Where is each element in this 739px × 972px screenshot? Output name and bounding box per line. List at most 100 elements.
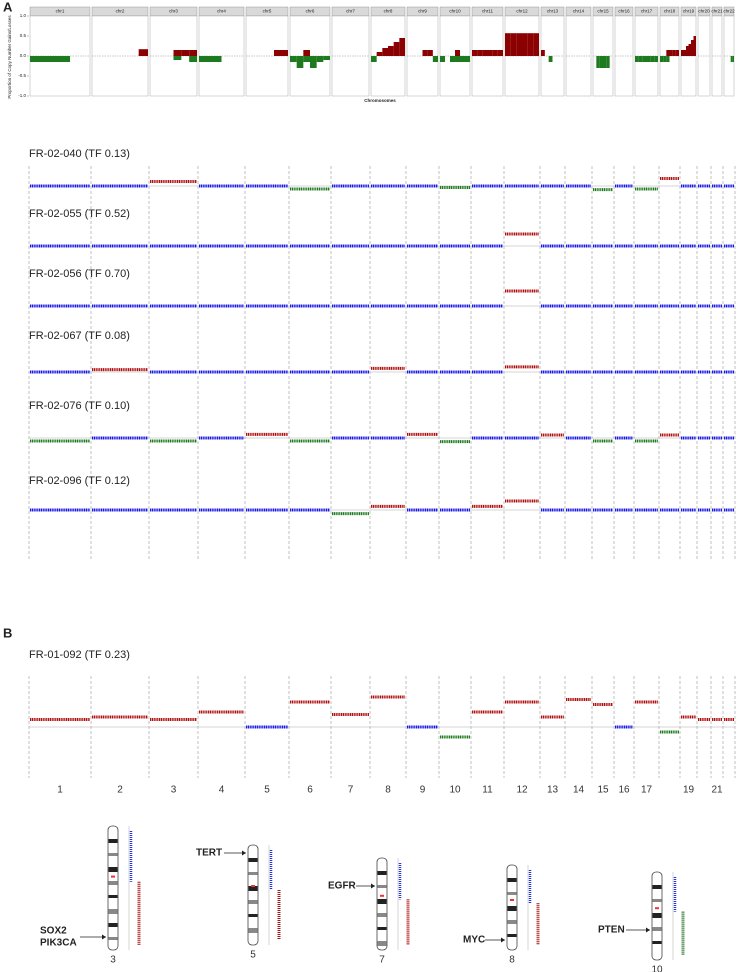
chromosome-label: chr7 xyxy=(346,9,355,14)
ideogram-band xyxy=(108,909,118,914)
loss-bar xyxy=(173,56,182,60)
chromosome-number: 3 xyxy=(110,955,116,966)
gene-label: MYC xyxy=(463,935,485,946)
gene-label: PIK3CA xyxy=(40,938,77,949)
loss-bar xyxy=(189,56,197,62)
loss-bar xyxy=(199,56,207,62)
gain-bar xyxy=(173,50,182,56)
loss-bar xyxy=(30,56,40,62)
loss-bar xyxy=(642,56,647,62)
x-tick-label: 2 xyxy=(117,785,123,796)
sample-label: FR-02-056 (TF 0.70) xyxy=(29,268,130,280)
x-tick-label: 15 xyxy=(597,785,609,796)
gain-bar xyxy=(138,49,148,56)
y-tick-label: -0.5 xyxy=(18,73,26,78)
loss-bar xyxy=(663,56,667,62)
ideogram-band xyxy=(652,885,662,889)
sample-label: FR-01-092 (TF 0.23) xyxy=(29,649,130,661)
gain-bar xyxy=(683,50,686,56)
chromosome-label: chr19 xyxy=(683,9,695,14)
x-tick-label: 12 xyxy=(516,785,528,796)
ideogram xyxy=(107,825,119,951)
gain-bar xyxy=(427,50,433,56)
panel-label: B xyxy=(3,625,12,640)
ideogram-band xyxy=(507,920,517,924)
gain-bar xyxy=(688,44,691,56)
chromosome-label: chr18 xyxy=(664,9,676,14)
gain-bar xyxy=(672,50,676,56)
gain-bar xyxy=(472,50,478,56)
chromosome-label: chr13 xyxy=(547,9,559,14)
loss-bar xyxy=(214,56,222,62)
gain-bar xyxy=(497,50,503,56)
gain-bar xyxy=(675,50,679,56)
ideogram-band xyxy=(507,892,517,895)
loss-bar xyxy=(206,56,214,62)
ideogram-band xyxy=(248,886,258,891)
gain-bar xyxy=(681,50,684,56)
gene-label: EGFR xyxy=(328,881,357,892)
gain-bar xyxy=(376,52,383,56)
x-tick-label: 10 xyxy=(449,785,461,796)
x-tick-label: 16 xyxy=(618,785,630,796)
loss-bar xyxy=(296,56,304,68)
chromosome-label: chr22 xyxy=(723,9,735,14)
x-tick-label: 4 xyxy=(219,785,225,796)
chromosome-label: chr1 xyxy=(56,9,65,14)
loss-bar xyxy=(310,56,317,68)
gain-bar xyxy=(492,50,498,56)
chromosome-label: chr16 xyxy=(618,9,630,14)
chromosome-label: chr8 xyxy=(384,9,393,14)
gain-bar xyxy=(482,50,488,56)
x-tick-label: 9 xyxy=(420,785,426,796)
gain-bar xyxy=(477,50,483,56)
ideogram-band xyxy=(652,941,662,944)
sample-label: FR-02-040 (TF 0.13) xyxy=(29,148,130,160)
ideogram-band xyxy=(377,913,387,917)
gain-bar xyxy=(669,50,673,56)
chromosome-label: chr14 xyxy=(573,9,585,14)
sample-label: FR-02-067 (TF 0.08) xyxy=(29,330,130,342)
chromosome-label: chr10 xyxy=(449,9,461,14)
chromosome-number: 5 xyxy=(250,950,256,961)
x-tick-label: 8 xyxy=(385,785,391,796)
gain-bar xyxy=(533,33,539,56)
loss-bar xyxy=(660,56,664,62)
y-tick-label: 0.5 xyxy=(20,33,27,38)
x-tick-label: 17 xyxy=(641,785,653,796)
ideogram-band xyxy=(652,899,662,902)
gain-bar xyxy=(455,50,460,56)
y-tick-label: -1.0 xyxy=(18,93,26,98)
gain-bar xyxy=(666,50,670,56)
loss-bar xyxy=(599,56,603,68)
ideogram-band xyxy=(377,871,387,875)
ideogram-band xyxy=(507,878,517,882)
arrow-head xyxy=(501,937,505,943)
gain-bar xyxy=(686,46,689,56)
x-axis-label: Chromosomes xyxy=(364,98,396,103)
chromosome-label: chr12 xyxy=(516,9,528,14)
ideogram-band xyxy=(248,900,258,904)
gain-bar xyxy=(382,48,388,56)
ideogram-band xyxy=(377,941,387,946)
gene-label: TERT xyxy=(196,848,222,859)
centromere xyxy=(251,885,255,887)
chromosome-number: 8 xyxy=(509,955,515,966)
loss-bar xyxy=(40,56,50,62)
gain-bar xyxy=(505,33,511,56)
gain-bar xyxy=(693,36,696,56)
loss-bar xyxy=(596,56,600,68)
ideogram-band xyxy=(248,914,258,917)
ideogram-band xyxy=(108,853,118,856)
arrow-head xyxy=(102,934,106,940)
loss-bar xyxy=(548,56,553,62)
ideogram-band xyxy=(248,928,258,933)
ideogram-band xyxy=(652,927,662,931)
loss-bar xyxy=(316,56,324,62)
chromosome-label: chr15 xyxy=(597,9,609,14)
x-tick-label: 3 xyxy=(171,785,177,796)
x-tick-label: 1 xyxy=(57,785,63,796)
x-tick-label: 19 xyxy=(683,785,695,796)
loss-bar xyxy=(635,56,639,62)
loss-bar xyxy=(606,56,610,68)
